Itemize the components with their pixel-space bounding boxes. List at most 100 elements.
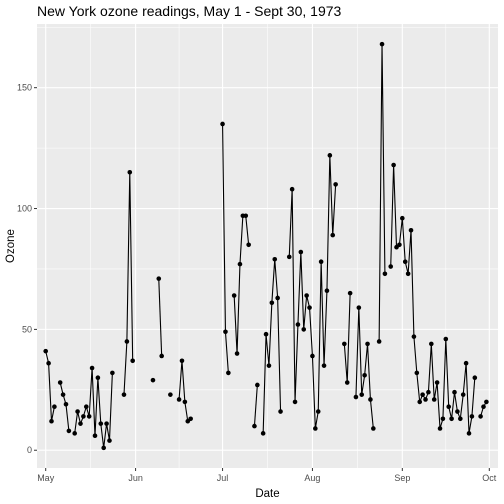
data-point [481, 404, 486, 410]
series-line-segment [233, 215, 250, 355]
data-point [156, 276, 162, 281]
data-point [458, 416, 463, 422]
data-point [347, 290, 353, 296]
chart-title: New York ozone readings, May 1 - Sept 30… [37, 3, 342, 19]
data-point [437, 426, 443, 431]
y-tick-label: 150 [17, 83, 32, 93]
y-tick-label: 0 [27, 445, 32, 455]
series-points [43, 41, 489, 451]
data-point [313, 426, 318, 431]
data-point [452, 389, 457, 395]
series-line-segment [158, 278, 163, 356]
data-point [472, 375, 478, 381]
data-point [278, 409, 283, 414]
y-tick-label: 100 [17, 204, 32, 214]
data-point [426, 389, 431, 395]
data-point [66, 428, 72, 434]
data-point [414, 370, 420, 376]
data-point [269, 300, 275, 306]
data-point [272, 256, 278, 262]
x-axis-label: Date [255, 488, 279, 500]
series-line-segment [59, 382, 70, 431]
data-point [81, 414, 86, 419]
data-point [121, 392, 127, 397]
data-point [318, 259, 324, 265]
data-point [324, 288, 330, 294]
data-point [379, 41, 385, 47]
data-point [315, 409, 321, 414]
data-point [75, 409, 80, 414]
data-point [440, 416, 446, 422]
data-point [304, 293, 309, 298]
data-point [130, 358, 135, 364]
data-point [104, 421, 109, 426]
data-point [89, 365, 95, 371]
data-point [127, 169, 133, 175]
data-point [423, 397, 428, 402]
data-point [333, 182, 338, 187]
data-point [60, 392, 66, 397]
data-point [182, 399, 188, 405]
data-point [86, 414, 92, 419]
data-point [49, 418, 54, 424]
data-point [397, 242, 402, 248]
data-point [417, 399, 423, 405]
series-line-segment [45, 351, 55, 422]
data-point [356, 305, 362, 310]
data-point [307, 305, 312, 310]
data-point [446, 404, 452, 410]
x-tick-label: May [37, 473, 55, 483]
data-point [237, 261, 243, 267]
data-point [484, 399, 489, 405]
data-point [246, 242, 251, 248]
data-point [292, 399, 298, 405]
data-point [243, 213, 249, 219]
data-point [150, 377, 156, 383]
x-tick-label: Sep [394, 473, 410, 483]
data-point [188, 416, 193, 422]
data-point [327, 153, 333, 158]
data-point [101, 445, 106, 451]
data-point [176, 397, 182, 402]
y-axis-label: Ozone [5, 229, 17, 263]
series-line-segment [123, 171, 134, 395]
data-point [98, 421, 104, 426]
data-point [478, 414, 483, 419]
data-point [463, 360, 469, 366]
data-point [286, 254, 292, 260]
data-point [330, 232, 336, 238]
data-point [46, 360, 51, 366]
data-point [226, 370, 231, 376]
data-point [405, 271, 411, 277]
data-point [95, 375, 101, 381]
data-point [124, 339, 130, 344]
data-point [275, 295, 280, 301]
data-point [57, 380, 63, 385]
data-point [449, 416, 454, 422]
data-point [92, 433, 98, 439]
x-tick-label: Aug [304, 473, 320, 483]
data-point [255, 382, 260, 388]
data-point [353, 394, 359, 400]
data-point [321, 363, 327, 368]
data-point [411, 334, 417, 339]
data-point [466, 431, 472, 436]
data-point [388, 264, 394, 269]
data-point [431, 397, 437, 402]
data-point [400, 215, 405, 221]
data-point [376, 339, 382, 344]
data-point [408, 227, 414, 233]
data-point [371, 426, 376, 431]
data-point [179, 358, 185, 364]
data-point [402, 259, 408, 265]
x-tick-label: Jun [128, 473, 143, 483]
data-point [365, 341, 370, 347]
x-tick-label: Oct [482, 473, 497, 483]
data-point [359, 392, 365, 397]
data-point [443, 336, 449, 342]
data-point [263, 331, 269, 337]
y-tick-label: 50 [22, 324, 32, 334]
data-point [289, 186, 295, 192]
data-point [420, 392, 425, 397]
